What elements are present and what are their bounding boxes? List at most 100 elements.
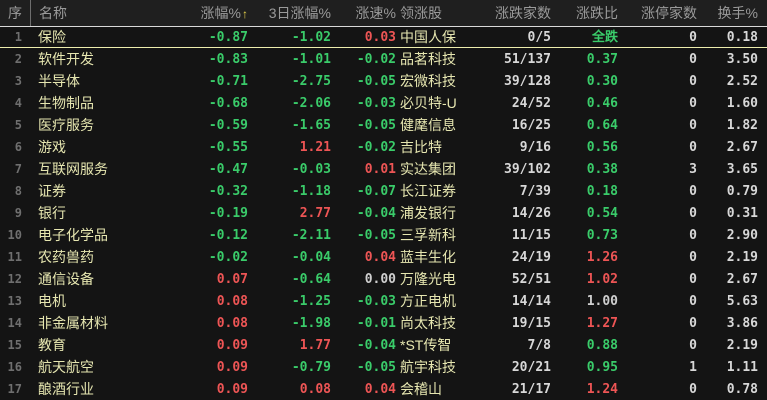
row-sector-name[interactable]: 互联网服务: [38, 161, 108, 177]
row-sector-name[interactable]: 酿酒行业: [38, 381, 94, 397]
header-name[interactable]: 名称: [30, 0, 160, 26]
row-limitup-count: 0: [689, 73, 697, 89]
row-seq: 7: [14, 162, 22, 176]
row-sector-name[interactable]: 非金属材料: [38, 315, 108, 331]
header-updown-counts[interactable]: 涨跌家数: [495, 5, 551, 21]
row-leading-stock[interactable]: 万隆光电: [400, 271, 456, 287]
table-row[interactable]: 4 生物制品 -0.68 -2.06 -0.03 必贝特-U 24/52 0.4…: [0, 92, 767, 114]
row-updown-counts: 7/8: [527, 337, 551, 353]
header-turnover[interactable]: 换手%: [717, 5, 758, 21]
table-row[interactable]: 15 教育 0.09 1.77 -0.04 *ST传智 7/8 0.88 0 2…: [0, 334, 767, 356]
row-leading-stock[interactable]: 会稽山: [400, 381, 442, 397]
row-sector-name[interactable]: 通信设备: [38, 271, 94, 287]
row-sector-name[interactable]: 证券: [38, 183, 66, 199]
row-updown-ratio: 1.26: [586, 249, 618, 265]
header-change-speed[interactable]: 涨速%: [355, 5, 396, 21]
table-row[interactable]: 16 航天航空 0.09 -0.79 -0.05 航宇科技 20/21 0.95…: [0, 356, 767, 378]
header-3day-change[interactable]: 3日涨幅%: [268, 5, 331, 21]
row-3day-change: 0.08: [299, 381, 331, 397]
table-row[interactable]: 13 电机 0.08 -1.25 -0.03 方正电机 14/14 1.00 0…: [0, 290, 767, 312]
row-change-speed: -0.05: [356, 117, 396, 133]
row-turnover: 2.67: [726, 271, 758, 287]
table-row[interactable]: 7 互联网服务 -0.47 -0.03 0.01 实达集团 39/102 0.3…: [0, 158, 767, 180]
row-change-pct: 0.09: [216, 359, 248, 375]
row-change-speed: 0.00: [364, 271, 396, 287]
row-change-pct: -0.19: [208, 205, 248, 221]
row-leading-stock[interactable]: 方正电机: [400, 293, 456, 309]
row-updown-counts: 39/102: [504, 161, 551, 177]
row-sector-name[interactable]: 保险: [38, 29, 66, 45]
header-updown-ratio[interactable]: 涨跌比: [576, 5, 618, 21]
row-updown-counts: 14/14: [511, 293, 551, 309]
row-leading-stock[interactable]: 航宇科技: [400, 359, 456, 375]
row-turnover: 0.79: [726, 183, 758, 199]
row-sector-name[interactable]: 软件开发: [38, 51, 94, 67]
row-turnover: 5.63: [726, 293, 758, 309]
header-leading-stock[interactable]: 领涨股: [400, 5, 442, 21]
row-sector-name[interactable]: 医疗服务: [38, 117, 94, 133]
row-3day-change: -1.25: [291, 293, 331, 309]
row-change-pct: -0.87: [208, 29, 248, 45]
row-leading-stock[interactable]: 必贝特-U: [400, 95, 457, 111]
header-seq[interactable]: 序: [8, 5, 22, 21]
row-leading-stock[interactable]: 三孚新科: [400, 227, 456, 243]
row-leading-stock[interactable]: 长江证券: [400, 183, 456, 199]
row-sector-name[interactable]: 航天航空: [38, 359, 94, 375]
row-leading-stock[interactable]: 品茗科技: [400, 51, 456, 67]
table-row[interactable]: 6 游戏 -0.55 1.21 -0.02 吉比特 9/16 0.56 0 2.…: [0, 136, 767, 158]
row-leading-stock[interactable]: 吉比特: [400, 139, 442, 155]
row-change-speed: -0.05: [356, 227, 396, 243]
row-seq: 16: [7, 360, 22, 374]
row-change-speed: -0.02: [356, 51, 396, 67]
row-sector-name[interactable]: 银行: [38, 205, 66, 221]
row-updown-ratio: 0.73: [586, 227, 618, 243]
row-leading-stock[interactable]: 实达集团: [400, 161, 456, 177]
table-row[interactable]: 1 保险 -0.87 -1.02 0.03 中国人保 0/5 全跌 0 0.18: [0, 26, 767, 48]
row-sector-name[interactable]: 电子化学品: [38, 227, 108, 243]
row-leading-stock[interactable]: 中国人保: [400, 29, 456, 45]
row-sector-name[interactable]: 教育: [38, 337, 66, 353]
row-sector-name[interactable]: 游戏: [38, 139, 66, 155]
row-sector-name[interactable]: 半导体: [38, 73, 80, 89]
row-limitup-count: 0: [689, 227, 697, 243]
row-turnover: 3.65: [726, 161, 758, 177]
row-seq: 8: [14, 184, 22, 198]
row-change-pct: -0.71: [208, 73, 248, 89]
row-leading-stock[interactable]: 健麾信息: [400, 117, 456, 133]
table-row[interactable]: 10 电子化学品 -0.12 -2.11 -0.05 三孚新科 11/15 0.…: [0, 224, 767, 246]
row-3day-change: -2.11: [291, 227, 331, 243]
row-change-speed: 0.03: [364, 29, 396, 45]
table-row[interactable]: 9 银行 -0.19 2.77 -0.04 浦发银行 14/26 0.54 0 …: [0, 202, 767, 224]
row-seq: 14: [7, 316, 22, 330]
row-sector-name[interactable]: 生物制品: [38, 95, 94, 111]
row-change-speed: -0.01: [356, 315, 396, 331]
row-leading-stock[interactable]: 尚太科技: [400, 315, 456, 331]
row-limitup-count: 3: [689, 161, 697, 177]
row-seq: 5: [14, 118, 22, 132]
table-row[interactable]: 12 通信设备 0.07 -0.64 0.00 万隆光电 52/51 1.02 …: [0, 268, 767, 290]
row-updown-counts: 24/52: [511, 95, 551, 111]
row-updown-ratio: 0.18: [586, 183, 618, 199]
row-change-speed: -0.02: [356, 139, 396, 155]
row-change-speed: 0.04: [364, 381, 396, 397]
table-row[interactable]: 8 证券 -0.32 -1.18 -0.07 长江证券 7/39 0.18 0 …: [0, 180, 767, 202]
row-leading-stock[interactable]: 浦发银行: [400, 205, 456, 221]
table-row[interactable]: 14 非金属材料 0.08 -1.98 -0.01 尚太科技 19/15 1.2…: [0, 312, 767, 334]
row-change-pct: 0.09: [216, 381, 248, 397]
row-leading-stock[interactable]: 宏微科技: [400, 73, 456, 89]
table-row[interactable]: 17 酿酒行业 0.09 0.08 0.04 会稽山 21/17 1.24 0 …: [0, 378, 767, 400]
table-row[interactable]: 3 半导体 -0.71 -2.75 -0.05 宏微科技 39/128 0.30…: [0, 70, 767, 92]
table-row[interactable]: 11 农药兽药 -0.02 -0.04 0.04 蓝丰生化 24/19 1.26…: [0, 246, 767, 268]
row-limitup-count: 0: [689, 29, 697, 45]
header-change-pct[interactable]: 涨幅%↑: [160, 6, 248, 20]
row-sector-name[interactable]: 电机: [38, 293, 66, 309]
header-limitup-count[interactable]: 涨停家数: [641, 5, 697, 21]
table-row[interactable]: 2 软件开发 -0.83 -1.01 -0.02 品茗科技 51/137 0.3…: [0, 48, 767, 70]
row-turnover: 3.86: [726, 315, 758, 331]
table-row[interactable]: 5 医疗服务 -0.59 -1.65 -0.05 健麾信息 16/25 0.64…: [0, 114, 767, 136]
row-leading-stock[interactable]: 蓝丰生化: [400, 249, 456, 265]
row-updown-counts: 7/39: [519, 183, 551, 199]
row-leading-stock[interactable]: *ST传智: [400, 337, 452, 353]
row-limitup-count: 0: [689, 381, 697, 397]
row-sector-name[interactable]: 农药兽药: [38, 249, 94, 265]
